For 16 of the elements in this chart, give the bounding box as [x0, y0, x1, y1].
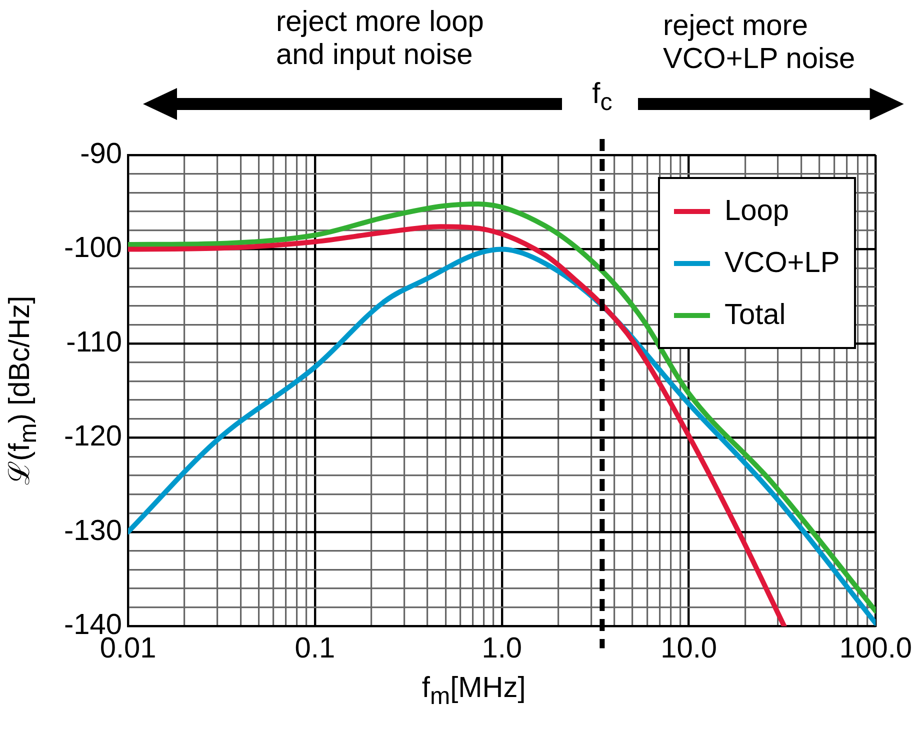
y-tick-label: -130 [64, 514, 122, 547]
legend-label: Loop [724, 194, 789, 228]
x-tick-label: 1.0 [482, 632, 522, 665]
text: reject more loop and input noise [276, 6, 485, 73]
x-tick-label: 0.1 [294, 632, 336, 665]
legend-label: VCO+LP [724, 246, 840, 280]
y-tick-label: -110 [66, 326, 122, 358]
x-axis-title: f$_{m}$[MHz] [422, 672, 526, 711]
ref-line-label: f$_{c}$ [592, 78, 612, 117]
y-tick-label: -90 [80, 138, 122, 170]
legend-label: Total [724, 298, 786, 332]
text: reject more VCO+LP noise [663, 10, 856, 77]
y-tick-label: -120 [64, 420, 122, 453]
x-tick-label: 10.0 [660, 632, 718, 665]
x-tick-label: 100.0 [839, 632, 912, 665]
y-tick-label: -100 [64, 232, 122, 264]
